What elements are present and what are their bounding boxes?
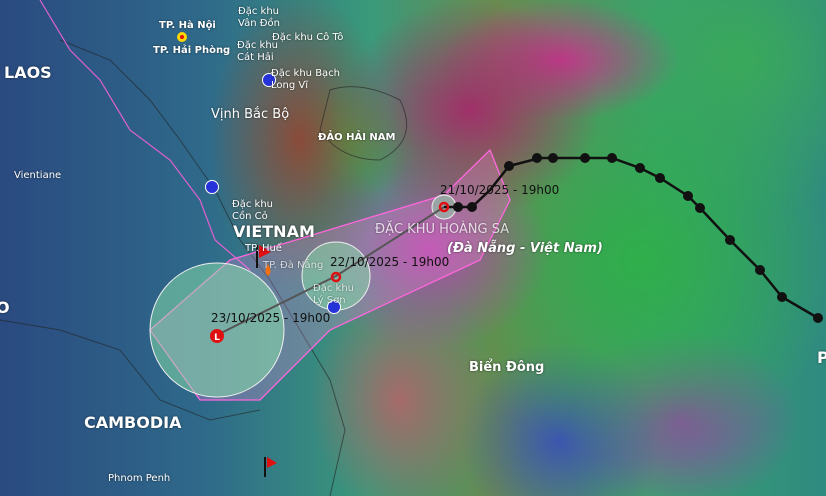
place-hai-nam: ĐẢO HẢI NAM: [318, 132, 396, 143]
warning-flag-icon: [264, 457, 277, 477]
place-co-to: Đặc khu Cô Tô: [272, 32, 344, 43]
country-laos: LAOS: [4, 63, 52, 82]
country-cambodia: CAMBODIA: [84, 413, 182, 432]
place-ly-son: Đặc khu Lý Sơn: [313, 283, 355, 306]
place-vinh-bac-bo: Vịnh Bắc Bộ: [211, 107, 290, 122]
place-bien-dong: Biển Đông: [469, 360, 545, 375]
rain-drop-icon: [265, 264, 271, 276]
forecast-time-22: 22/10/2025 - 19h00: [330, 255, 450, 269]
past-track-points: [453, 153, 823, 323]
low-pressure-icon: L: [210, 329, 224, 343]
forecast-time-23: 23/10/2025 - 19h00: [211, 311, 331, 325]
city-da-nang: TP. Đà Nẵng: [263, 260, 324, 271]
warning-flag-icon: [256, 245, 271, 268]
city-hue: TP. Huế: [245, 243, 282, 254]
place-cat-hai: Đặc khu Cát Hải: [237, 40, 279, 63]
svg-text:L: L: [214, 333, 220, 343]
typhoon-icon: [330, 271, 342, 283]
place-hoang-sa: ĐẶC KHU HOÀNG SA: [375, 222, 510, 237]
wind-station-icon[interactable]: [327, 300, 341, 314]
city-phnom-penh: Phnom Penh: [108, 473, 171, 484]
place-van-don: Đặc khu Vân Đồn: [238, 6, 280, 29]
forecast-time-21: 21/10/2025 - 19h00: [440, 183, 560, 197]
country-edge-left: O: [0, 298, 10, 317]
wind-station-icon[interactable]: [262, 73, 276, 87]
borders: [0, 39, 408, 496]
country-borders: [39, 0, 251, 271]
country-vietnam: VIETNAM: [233, 222, 315, 241]
place-bach-long-vi: Đặc khu Bạch Long Vĩ: [271, 68, 341, 91]
place-hoang-sa-sub: (Đà Nẵng - Việt Nam): [447, 241, 603, 256]
city-ha-noi: TP. Hà Nội: [159, 20, 216, 31]
city-vientiane: Vientiane: [14, 170, 62, 181]
country-edge-right: P: [817, 348, 826, 367]
city-hai-phong: TP. Hải Phòng: [153, 45, 231, 56]
forecast-track-line: [216, 206, 445, 336]
typhoon-icon: [438, 201, 450, 213]
capital-star-icon: [177, 32, 187, 42]
wind-station-icon[interactable]: [205, 180, 219, 194]
place-con-co: Đặc khu Cồn Cỏ: [232, 199, 274, 222]
